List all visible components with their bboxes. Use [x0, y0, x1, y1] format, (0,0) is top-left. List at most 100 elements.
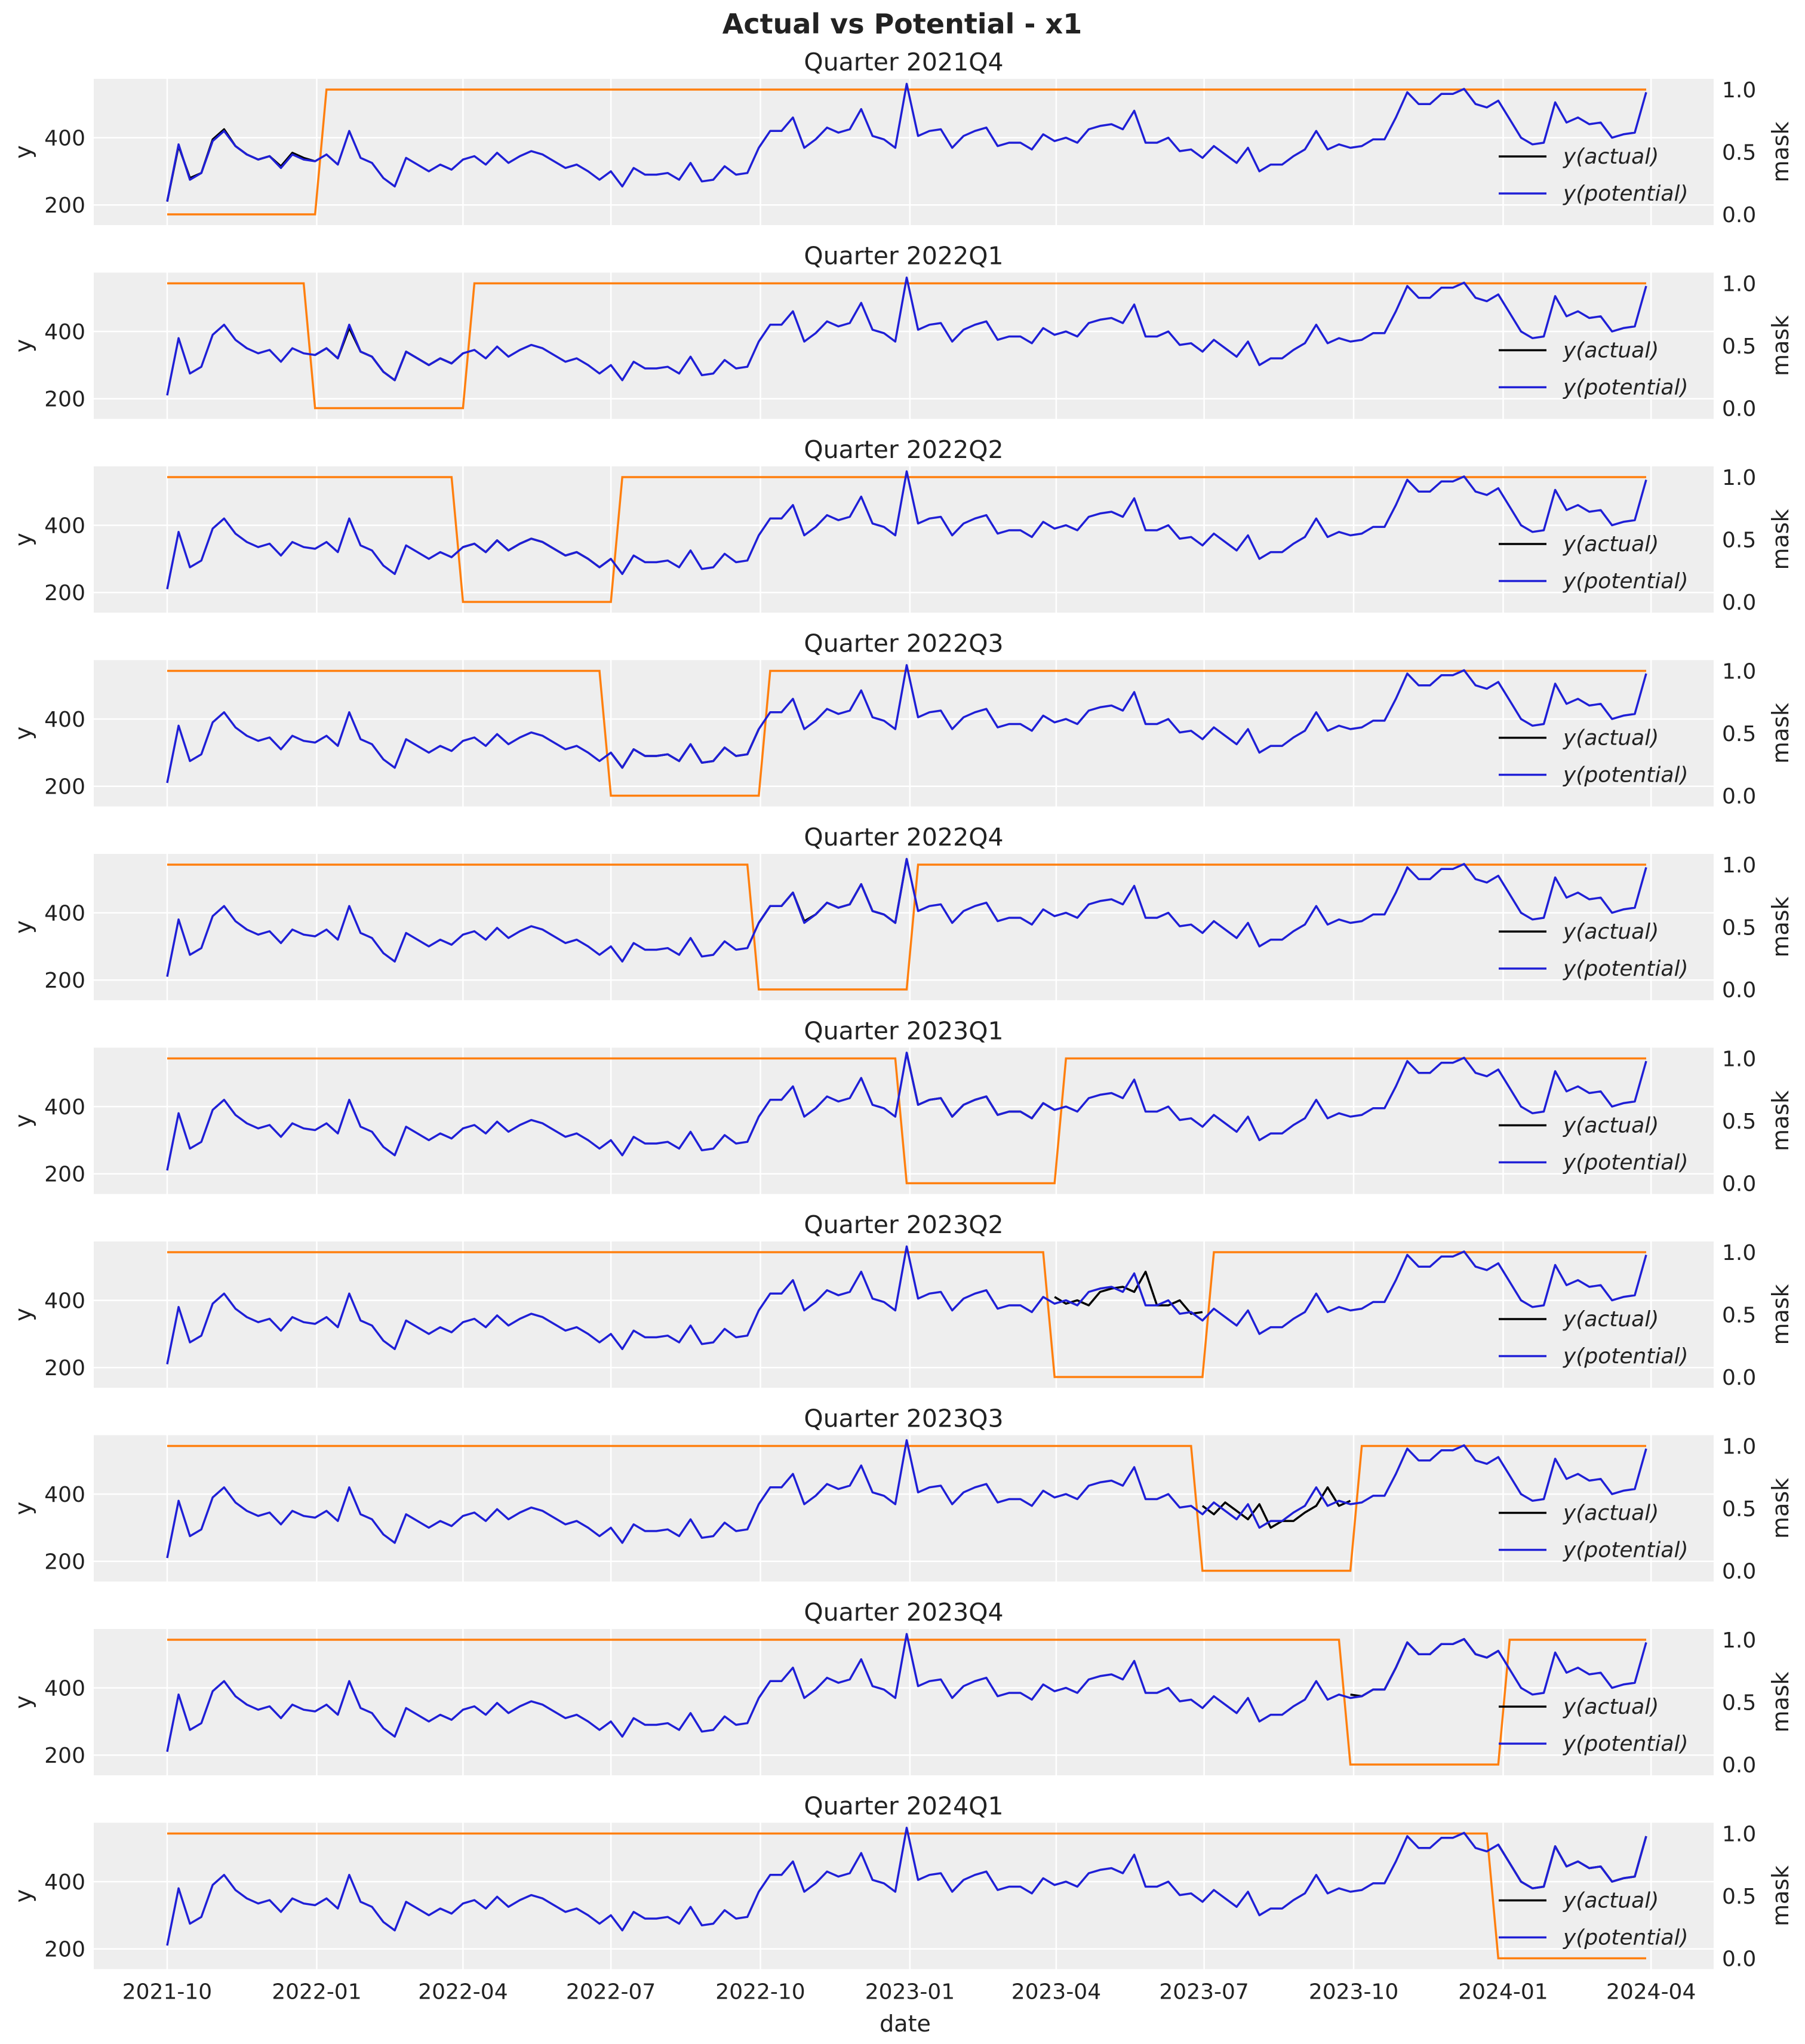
potential-line [166, 276, 1647, 396]
mask-tick-label: 0.5 [1722, 1885, 1756, 1909]
mask-tick-label: 1.0 [1722, 853, 1756, 878]
potential-line [166, 1052, 1647, 1171]
mask-tick-label: 1.0 [1722, 1628, 1756, 1653]
mask-tick-label: 0.5 [1722, 1691, 1756, 1716]
mask-tick-label: 0.5 [1722, 1497, 1756, 1522]
mask-axis-label: mask [1767, 315, 1794, 376]
legend-actual-label: y(actual) [1563, 532, 1659, 557]
mask-axis-label: mask [1767, 1090, 1794, 1151]
y-tick-label: 200 [44, 969, 85, 993]
mask-axis-label: mask [1767, 1478, 1794, 1539]
mask-axis-label: mask [1767, 1671, 1794, 1732]
panel-4: Quarter 2022Q3 200 400 y 0.0 0.5 1.0 mask y(actu… [10, 629, 1794, 809]
y-tick-label: 200 [44, 1550, 85, 1575]
panel-title: Quarter 2022Q3 [804, 629, 1003, 658]
mask-axis-label: mask [1767, 1865, 1794, 1926]
legend: y(actual) y(potential) [1499, 920, 1689, 981]
legend: y(actual) y(potential) [1499, 1114, 1689, 1175]
legend-potential-label: y(potential) [1563, 1926, 1689, 1950]
y-axis-label: y [10, 533, 36, 546]
figure-title: Actual vs Potential - x1 [722, 8, 1082, 40]
y-tick-label: 400 [44, 127, 85, 151]
panel-title: Quarter 2023Q4 [804, 1598, 1003, 1627]
mask-tick-label: 0.5 [1722, 528, 1756, 553]
panel-7: Quarter 2023Q2 200 400 y 0.0 0.5 1.0 mask y(actu… [10, 1210, 1794, 1390]
legend-potential-label: y(potential) [1563, 957, 1689, 981]
mask-tick-label: 0.0 [1722, 1560, 1756, 1584]
mask-tick-label: 0.5 [1722, 141, 1756, 165]
legend: y(actual) y(potential) [1499, 532, 1689, 594]
y-axis-label: y [10, 145, 36, 159]
mask-tick-label: 0.5 [1722, 1109, 1756, 1134]
legend-potential-label: y(potential) [1563, 763, 1689, 788]
legend-potential-label: y(potential) [1563, 376, 1689, 400]
y-axis-label: y [10, 339, 36, 353]
legend: y(actual) y(potential) [1499, 1307, 1689, 1369]
mask-tick-label: 0.0 [1722, 1172, 1756, 1197]
mask-tick-label: 0.5 [1722, 1304, 1756, 1328]
panel-title: Quarter 2024Q1 [804, 1792, 1003, 1821]
y-tick-label: 200 [44, 388, 85, 412]
legend-actual-label: y(actual) [1563, 1114, 1659, 1138]
y-axis-label: y [10, 1308, 36, 1321]
panel-title: Quarter 2022Q1 [804, 242, 1003, 271]
mask-tick-label: 0.5 [1722, 916, 1756, 940]
x-tick-label: 2024-01 [1458, 1980, 1548, 2005]
legend-potential-label: y(potential) [1563, 1151, 1689, 1175]
y-tick-label: 400 [44, 320, 85, 345]
x-axis-label: date [880, 2011, 931, 2037]
x-tick-label: 2023-10 [1309, 1980, 1398, 2005]
legend-potential-label: y(potential) [1563, 1732, 1689, 1756]
legend: y(actual) y(potential) [1499, 1501, 1689, 1563]
mask-tick-label: 1.0 [1722, 466, 1756, 490]
mask-tick-label: 1.0 [1722, 660, 1756, 684]
y-tick-label: 200 [44, 775, 85, 800]
panel-6: Quarter 2023Q1 200 400 y 0.0 0.5 1.0 mask y(actu… [10, 1017, 1794, 1197]
y-tick-label: 200 [44, 581, 85, 605]
legend-potential-label: y(potential) [1563, 569, 1689, 594]
y-tick-label: 400 [44, 902, 85, 926]
y-axis-label: y [10, 1695, 36, 1709]
x-tick-label: 2022-04 [418, 1980, 508, 2005]
legend-potential-label: y(potential) [1563, 1344, 1689, 1369]
legend: y(actual) y(potential) [1499, 1889, 1689, 1950]
panel-title: Quarter 2023Q3 [804, 1404, 1003, 1433]
x-tick-label: 2021-10 [122, 1980, 212, 2005]
y-tick-label: 400 [44, 1870, 85, 1895]
mask-tick-label: 0.0 [1722, 1947, 1756, 1972]
mask-axis-label: mask [1767, 1284, 1794, 1345]
mask-tick-label: 1.0 [1722, 1822, 1756, 1847]
x-tick-label: 2022-10 [715, 1980, 805, 2005]
y-tick-label: 400 [44, 1677, 85, 1701]
legend-actual-label: y(actual) [1563, 1307, 1659, 1332]
legend-actual-label: y(actual) [1563, 1889, 1659, 1913]
potential-line [166, 1245, 1647, 1364]
y-axis-label: y [10, 1502, 36, 1516]
actual-line [1054, 1270, 1203, 1315]
potential-line [166, 857, 1647, 977]
x-tick-label: 2023-04 [1011, 1980, 1101, 2005]
potential-line [166, 664, 1647, 783]
y-axis-label: y [10, 727, 36, 740]
legend: y(actual) y(potential) [1499, 145, 1689, 206]
legend: y(actual) y(potential) [1499, 339, 1689, 400]
y-tick-label: 200 [44, 193, 85, 218]
x-tick-label: 2023-07 [1159, 1980, 1249, 2005]
panel-3: Quarter 2022Q2 200 400 y 0.0 0.5 1.0 mask y(actu… [10, 435, 1794, 615]
legend-potential-label: y(potential) [1563, 1538, 1689, 1563]
panel-5: Quarter 2022Q4 200 400 y 0.0 0.5 1.0 mask y(actu… [10, 823, 1794, 1003]
actual-line [1201, 1486, 1351, 1529]
panel-1: Quarter 2021Q4 200 400 y 0.0 0.5 1.0 mask y(actu… [10, 48, 1794, 228]
y-tick-label: 400 [44, 1095, 85, 1120]
mask-tick-label: 0.0 [1722, 203, 1756, 228]
panel-title: Quarter 2023Q2 [804, 1210, 1003, 1239]
panel-title: Quarter 2021Q4 [804, 48, 1003, 76]
potential-line [166, 1439, 1647, 1559]
legend-actual-label: y(actual) [1563, 726, 1659, 751]
panel-2: Quarter 2022Q1 200 400 y 0.0 0.5 1.0 mask y(actu… [10, 242, 1794, 422]
legend-actual-label: y(actual) [1563, 1695, 1659, 1719]
mask-tick-label: 0.0 [1722, 397, 1756, 422]
y-axis-label: y [10, 920, 36, 934]
legend-actual-label: y(actual) [1563, 145, 1659, 169]
